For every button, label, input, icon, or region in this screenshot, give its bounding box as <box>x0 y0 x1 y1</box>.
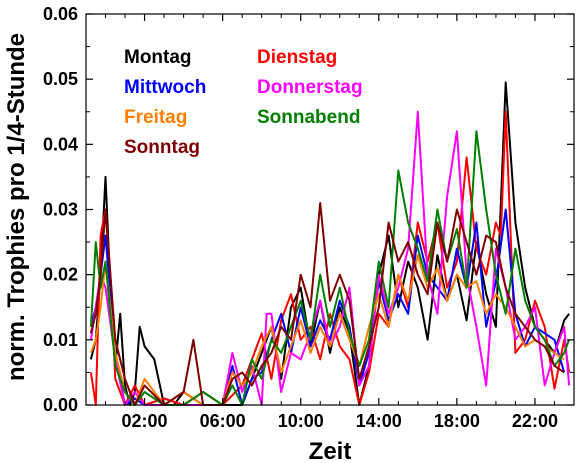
y-axis-title: norm. Trophies pro 1/4-Stunde <box>3 33 30 381</box>
legend-item-dienstag: Dienstag <box>257 47 337 68</box>
y-tick-label: 0.06 <box>43 4 78 24</box>
legend-item-sonnabend: Sonnabend <box>257 107 360 128</box>
y-tick-label: 0.02 <box>43 265 78 285</box>
legend-item-donnerstag: Donnerstag <box>257 77 363 98</box>
legend-item-sonntag: Sonntag <box>124 137 200 158</box>
y-tick-label: 0.05 <box>43 69 78 89</box>
x-tick-label: 10:00 <box>278 411 324 431</box>
legend-item-mittwoch: Mittwoch <box>124 77 206 98</box>
x-tick-label: 18:00 <box>434 411 480 431</box>
x-axis-title: Zeit <box>309 438 352 463</box>
legend-item-freitag: Freitag <box>124 107 187 128</box>
tick-layer: 0.00 0.01 0.02 0.03 0.04 0.05 0.06 02:00 06:00 10… <box>43 4 574 431</box>
legend-item-montag: Montag <box>124 47 192 68</box>
x-tick-label: 14:00 <box>356 411 402 431</box>
x-tick-label: 22:00 <box>512 411 558 431</box>
y-tick-label: 0.00 <box>43 395 78 415</box>
series-line-sonntag <box>89 202 565 406</box>
series-line-montag <box>89 81 570 406</box>
x-tick-label: 06:00 <box>200 411 246 431</box>
series-layer <box>89 81 571 406</box>
y-tick-label: 0.03 <box>43 200 78 220</box>
y-tick-label: 0.04 <box>43 134 78 154</box>
legend: Montag Dienstag Mittwoch Donnerstag Freitag S… <box>124 47 363 158</box>
x-tick-label: 02:00 <box>122 411 168 431</box>
y-tick-label: 0.01 <box>43 330 78 350</box>
series-line-freitag <box>89 254 565 406</box>
